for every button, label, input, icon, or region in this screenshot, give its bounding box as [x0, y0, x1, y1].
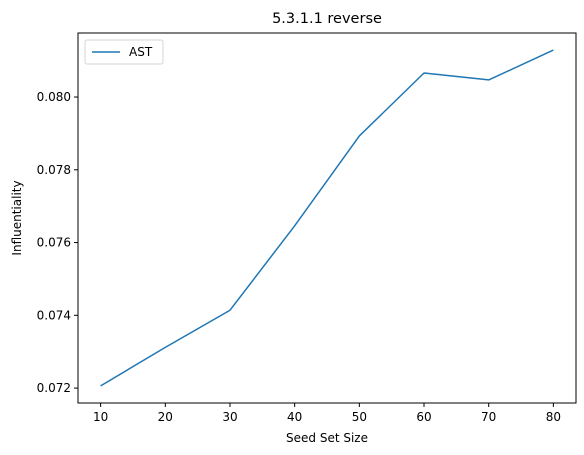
y-tick-label: 0.072: [37, 381, 71, 395]
y-tick-label: 0.080: [37, 90, 71, 104]
series-line-ast: [100, 49, 554, 387]
x-tick-label: 10: [93, 410, 108, 424]
chart-title: 5.3.1.1 reverse: [272, 11, 382, 27]
legend-label-ast: AST: [129, 45, 153, 59]
x-tick-label: 30: [222, 410, 237, 424]
legend-box: [84, 39, 164, 65]
y-axis: 0.072 0.074 0.076 0.078 0.080: [37, 90, 78, 395]
axes-frame: [77, 32, 577, 404]
x-tick-label: 80: [546, 410, 561, 424]
y-tick-label: 0.074: [37, 308, 71, 322]
legend: AST: [84, 39, 164, 65]
x-axis: 10 20 30 40 50 60 70 80: [93, 403, 561, 424]
x-tick-label: 60: [416, 410, 431, 424]
x-tick-label: 50: [352, 410, 367, 424]
x-axis-label: Seed Set Size: [286, 431, 368, 445]
x-tick-label: 70: [481, 410, 496, 424]
x-tick-label: 20: [158, 410, 173, 424]
plot-area: [100, 49, 554, 387]
y-tick-label: 0.078: [37, 163, 71, 177]
x-tick-label: 40: [287, 410, 302, 424]
y-tick-label: 0.076: [37, 236, 71, 250]
y-axis-label: Influentiality: [10, 180, 24, 255]
